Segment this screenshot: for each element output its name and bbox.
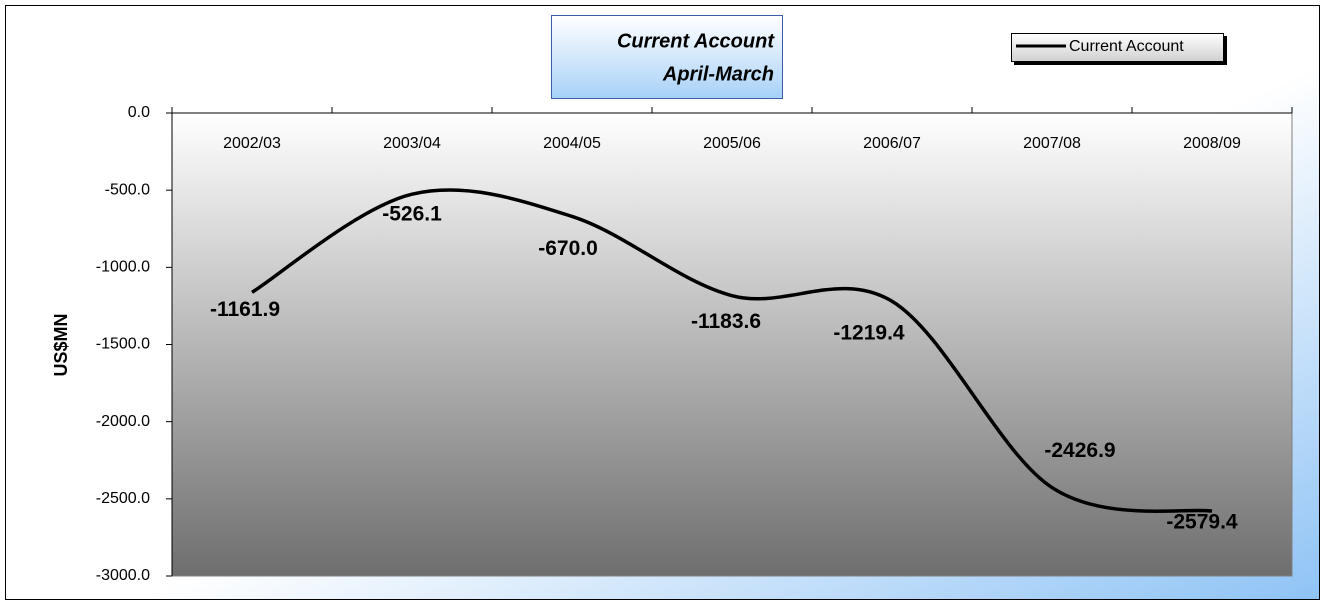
- data-label: -670.0: [538, 237, 598, 260]
- data-label: -2426.9: [1044, 439, 1115, 462]
- data-label: -1219.4: [833, 322, 905, 345]
- y-tick-label: -2000.0: [96, 413, 150, 430]
- x-tick-label: 2002/03: [223, 135, 281, 152]
- data-label: -526.1: [382, 203, 442, 226]
- y-tick-label: -1500.0: [96, 336, 150, 353]
- data-label: -1161.9: [210, 298, 280, 321]
- x-tick-label: 2005/06: [703, 135, 761, 152]
- y-tick-label: -1000.0: [96, 259, 150, 276]
- x-tick-label: 2004/05: [543, 135, 601, 152]
- y-tick-label: -2500.0: [96, 490, 150, 507]
- legend-label: Current Account: [1069, 38, 1184, 55]
- title-box: [551, 15, 783, 99]
- y-tick-label: -3000.0: [96, 567, 150, 584]
- plot-area: [171, 112, 1293, 577]
- chart-title: Current Account: [617, 30, 775, 52]
- x-tick-label: 2007/08: [1023, 135, 1081, 152]
- data-label: -1183.6: [691, 310, 761, 333]
- x-tick-label: 2006/07: [863, 135, 921, 152]
- y-tick-label: 0.0: [128, 104, 150, 121]
- series-line: [251, 188, 1213, 513]
- x-tick-label: 2003/04: [383, 135, 441, 152]
- x-tick-label: 2008/09: [1183, 135, 1241, 152]
- data-label: -2579.4: [1166, 511, 1238, 534]
- y-axis-label: US$MN: [51, 313, 71, 376]
- chart-subtitle: April-March: [662, 63, 774, 85]
- y-tick-label: -500.0: [105, 181, 150, 198]
